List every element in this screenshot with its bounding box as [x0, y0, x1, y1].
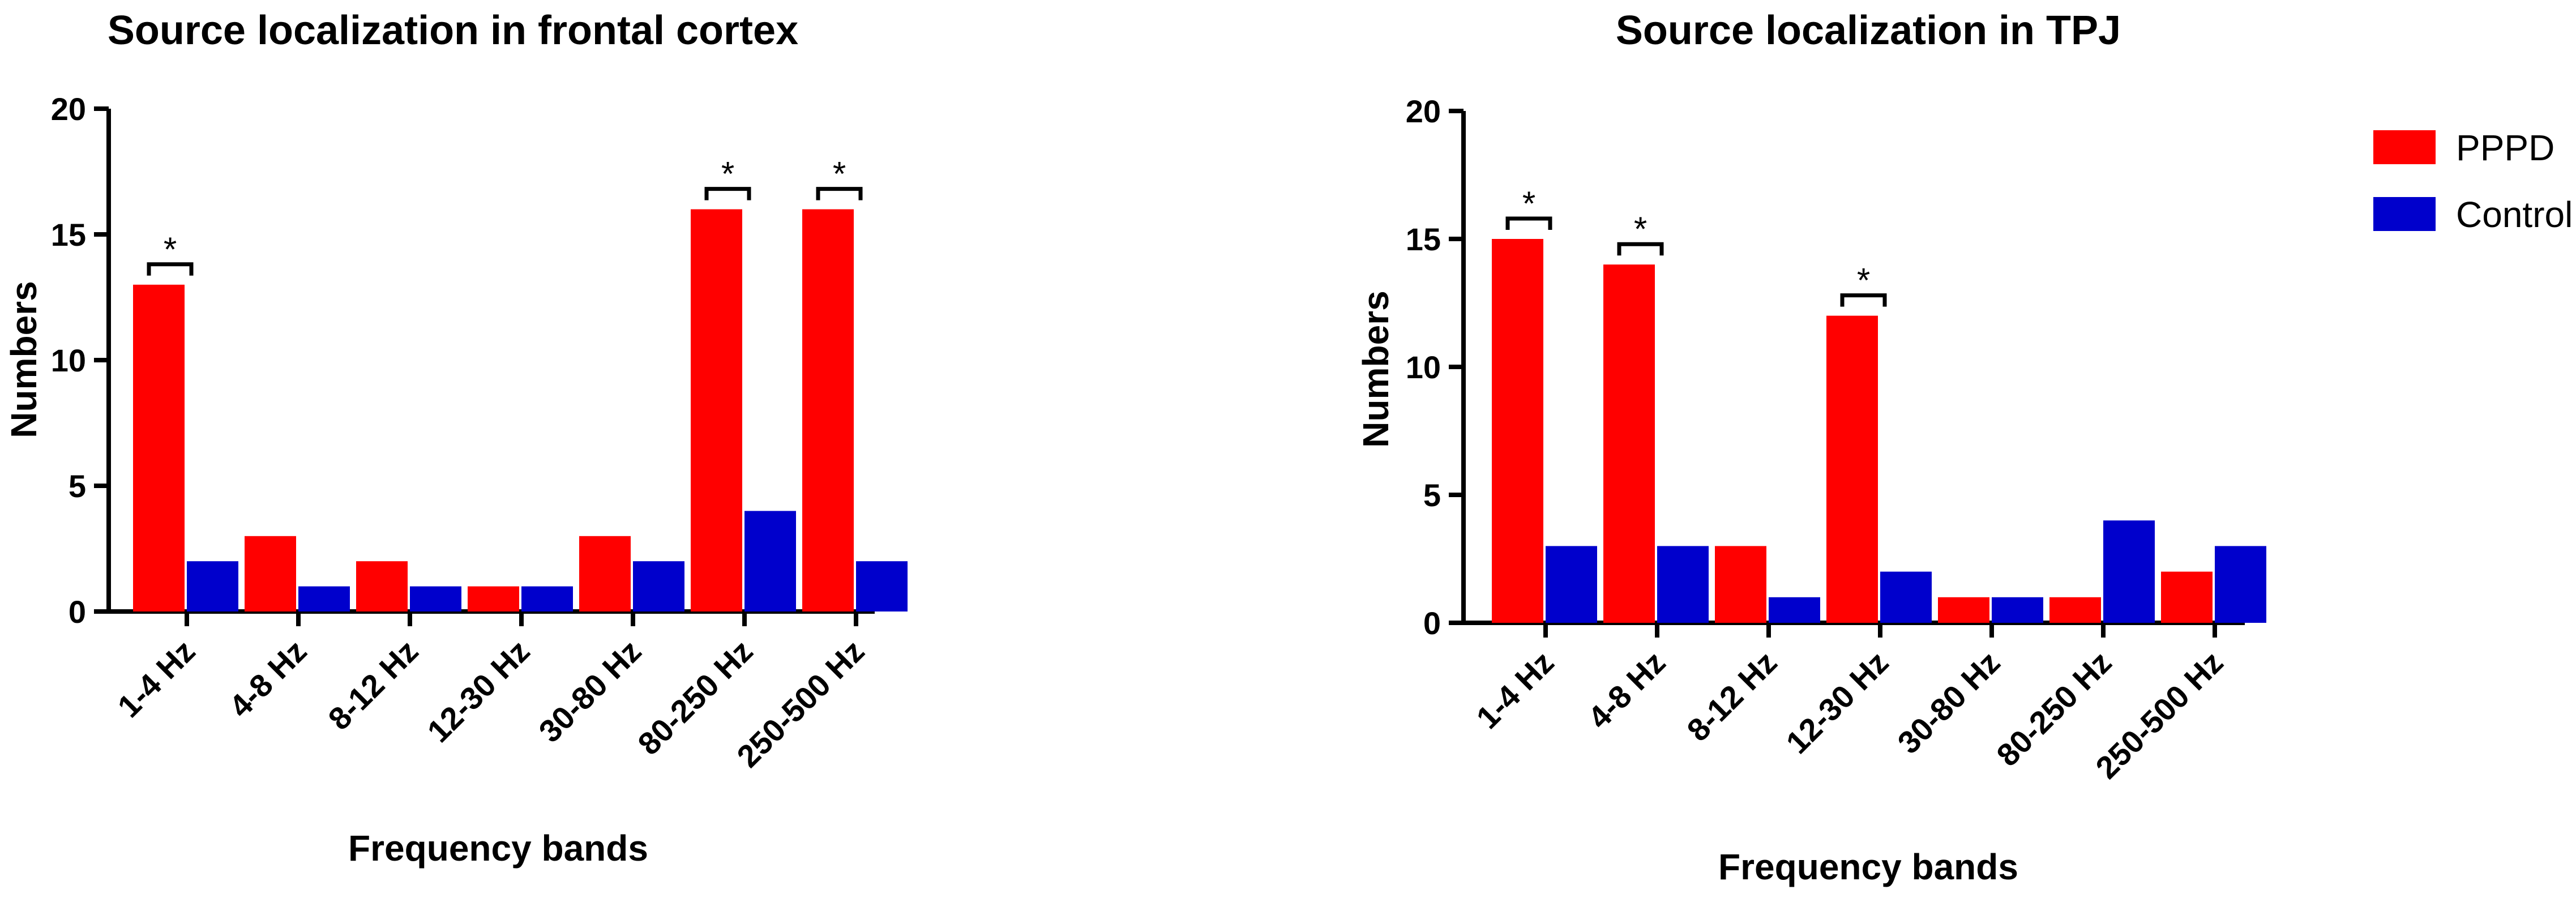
bar-control	[1657, 546, 1709, 623]
significance-bracket	[816, 187, 863, 200]
bar-control	[2103, 520, 2155, 623]
bar-control	[1546, 546, 1597, 623]
bar-control	[410, 586, 461, 612]
bar-pppd	[1492, 239, 1543, 623]
y-tick-label: 0	[69, 594, 86, 630]
x-tick-label: 4-8 Hz	[222, 633, 313, 724]
bar-control	[2215, 546, 2266, 623]
significance-brackets: * * *	[1505, 185, 1887, 307]
bar-pppd	[133, 284, 185, 612]
significance-star: *	[164, 230, 177, 268]
significance-bracket	[704, 187, 751, 200]
y-tick-label: 5	[69, 468, 86, 504]
x-tick-label: 8-12 Hz	[1680, 644, 1783, 748]
significance-bracket	[147, 262, 194, 276]
chart-title: Source localization in frontal cortex	[108, 8, 798, 53]
bar-control	[521, 586, 573, 612]
bar-control	[1880, 571, 1932, 623]
significance-star: *	[1522, 185, 1535, 223]
y-tick-label: 10	[1406, 349, 1441, 385]
x-tick-label: 8-12 Hz	[321, 633, 425, 737]
bar-control	[744, 511, 796, 612]
bar-pppd	[2049, 597, 2101, 623]
bar-pppd	[1826, 315, 1878, 623]
bar-pppd	[1715, 546, 1766, 623]
y-tick-label: 10	[51, 343, 86, 378]
x-tick-label: 12-30 Hz	[420, 633, 536, 749]
y-tick-label: 5	[1423, 477, 1441, 513]
chart-frontal-cortex: Source localization in frontal cortex Fr…	[3, 8, 908, 869]
significance-bracket	[1840, 293, 1887, 307]
bars	[133, 209, 908, 612]
y-axis-label: Numbers	[1355, 290, 1396, 447]
significance-bracket	[1505, 216, 1552, 230]
bar-control	[1992, 597, 2043, 623]
bar-control	[856, 561, 908, 612]
x-tick-label: 1-4 Hz	[110, 633, 202, 724]
x-tick-label: 1-4 Hz	[1469, 644, 1560, 735]
significance-star: *	[1634, 210, 1647, 248]
x-tick-label: 12-30 Hz	[1779, 644, 1895, 760]
bar-control	[187, 561, 238, 612]
bar-pppd	[691, 209, 742, 612]
bar-pppd	[579, 536, 631, 612]
bar-pppd	[1938, 597, 1989, 623]
bar-pppd	[468, 586, 519, 612]
legend: PPPD Control	[2373, 127, 2573, 235]
significance-star: *	[721, 155, 734, 193]
bar-pppd	[245, 536, 296, 612]
significance-star: *	[1857, 262, 1870, 300]
x-tick-label: 4-8 Hz	[1581, 644, 1672, 735]
chart-tpj: Source localization in TPJ Frequency ban…	[1355, 8, 2266, 887]
y-axis: 0 5 10 15 20	[51, 91, 111, 630]
legend-label-control: Control	[2456, 194, 2573, 235]
legend-swatch-control	[2373, 197, 2436, 231]
bar-control	[633, 561, 684, 612]
y-axis-label: Numbers	[3, 281, 44, 438]
bar-pppd	[356, 561, 408, 612]
legend-label-pppd: PPPD	[2456, 127, 2554, 168]
x-tick-label: 30-80 Hz	[1890, 644, 2006, 760]
significance-bracket	[1617, 242, 1664, 256]
significance-brackets: * * *	[147, 155, 863, 276]
bar-pppd	[1603, 264, 1655, 623]
significance-star: *	[833, 155, 846, 193]
bar-pppd	[802, 209, 854, 612]
x-axis-label: Frequency bands	[348, 828, 648, 869]
chart-title: Source localization in TPJ	[1616, 8, 2121, 53]
bar-pppd	[2161, 571, 2213, 623]
bar-control	[1769, 597, 1820, 623]
y-tick-label: 20	[51, 91, 86, 127]
y-tick-label: 0	[1423, 605, 1441, 641]
bars	[1492, 239, 2266, 623]
y-tick-label: 15	[51, 217, 86, 253]
legend-swatch-pppd	[2373, 130, 2436, 164]
x-tick-label: 30-80 Hz	[532, 633, 648, 749]
y-tick-label: 20	[1406, 93, 1441, 129]
y-axis: 0 5 10 15 20	[1406, 93, 1466, 641]
bar-control	[298, 586, 350, 612]
x-axis-label: Frequency bands	[1718, 846, 2018, 887]
y-tick-label: 15	[1406, 221, 1441, 257]
